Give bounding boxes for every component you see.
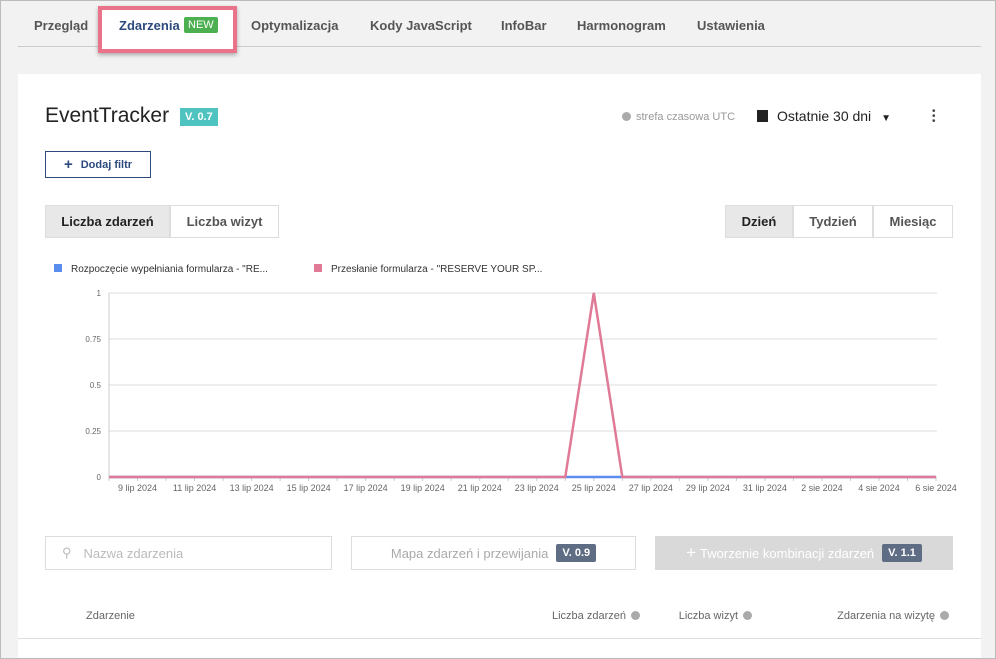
x-tick-label: 15 lip 2024 xyxy=(287,483,331,493)
period-option[interactable]: Tydzień xyxy=(793,205,873,238)
date-range[interactable]: Ostatnie 30 dni ▼ xyxy=(757,108,891,124)
x-tick-label: 19 lip 2024 xyxy=(401,483,445,493)
x-tick-label: 27 lip 2024 xyxy=(629,483,673,493)
x-tick-label: 9 lip 2024 xyxy=(118,483,157,493)
tab-divider xyxy=(18,46,981,47)
calendar-icon xyxy=(757,110,768,122)
x-tick-label: 31 lip 2024 xyxy=(743,483,787,493)
x-tick-label: 23 lip 2024 xyxy=(515,483,559,493)
date-range-text: Ostatnie 30 dni xyxy=(777,108,872,124)
info-icon xyxy=(622,112,631,121)
y-tick-label: 0.25 xyxy=(85,427,101,436)
column-label: Liczba wizyt xyxy=(678,610,738,622)
tab[interactable]: Kody JavaScript xyxy=(370,18,472,33)
metric-option[interactable]: Liczba zdarzeń xyxy=(45,205,170,238)
x-tick-label: 29 lip 2024 xyxy=(686,483,730,493)
search-placeholder: Nazwa zdarzenia xyxy=(83,545,184,561)
map-label: Mapa zdarzeń i przewijania xyxy=(390,545,549,561)
add-filter-label: Dodaj filtr xyxy=(80,158,133,171)
map-version: V. 0.9 xyxy=(556,544,597,562)
combo-label: Tworzenie kombinacji zdarzeń xyxy=(700,545,875,561)
timezone-text: strefa czasowa UTC xyxy=(636,111,736,123)
caret: ▼ xyxy=(881,113,891,124)
map-button[interactable]: Mapa zdarzeń i przewijania V. 0.9 xyxy=(351,536,636,570)
info-icon xyxy=(631,611,640,620)
x-tick-label: 2 sie 2024 xyxy=(801,483,843,493)
column-label: Zdarzenia na wizytę xyxy=(837,610,935,622)
x-tick-label: 13 lip 2024 xyxy=(230,483,274,493)
search-input[interactable]: ⚲ Nazwa zdarzenia xyxy=(45,536,332,570)
legend-label: Rozpoczęcie wypełniania formularza - "RE… xyxy=(71,264,268,275)
x-tick-label: 25 lip 2024 xyxy=(572,483,616,493)
metric-option[interactable]: Liczba wizyt xyxy=(170,205,279,238)
tab[interactable]: Optymalizacja xyxy=(251,18,339,33)
y-tick-label: 0.75 xyxy=(85,335,101,344)
table-divider xyxy=(18,638,981,639)
timezone: strefa czasowa UTC xyxy=(622,111,735,123)
legend-label: Przesłanie formularza - "RESERVE YOUR SP… xyxy=(331,264,542,275)
x-tick-label: 4 sie 2024 xyxy=(858,483,900,493)
plus-icon: + xyxy=(63,156,73,173)
page-title: EventTracker xyxy=(45,104,170,127)
column-header: Liczba zdarzeń xyxy=(552,610,640,622)
search-icon: ⚲ xyxy=(62,545,72,560)
tab[interactable]: InfoBar xyxy=(501,18,547,33)
info-icon xyxy=(940,611,949,620)
add-filter-button[interactable]: + Dodaj filtr xyxy=(45,151,151,178)
legend-swatch xyxy=(54,264,62,272)
x-tick-label: 11 lip 2024 xyxy=(173,483,216,493)
x-tick-label: 17 lip 2024 xyxy=(344,483,388,493)
version-badge: V. 0.7 xyxy=(180,108,218,126)
new-badge: NEW xyxy=(184,17,218,33)
tab[interactable]: Przegląd xyxy=(34,18,89,33)
tab[interactable]: Zdarzenia xyxy=(119,18,180,33)
column-label: Liczba zdarzeń xyxy=(552,610,626,622)
info-icon xyxy=(743,611,752,620)
column-header: Zdarzenie xyxy=(86,610,135,622)
column-header: Liczba wizyt xyxy=(679,610,752,622)
tab-highlight xyxy=(98,6,237,53)
series-line xyxy=(109,292,936,479)
tab[interactable]: Ustawienia xyxy=(697,18,765,33)
period-option[interactable]: Dzień xyxy=(725,205,793,238)
y-tick-label: 0.5 xyxy=(90,381,102,390)
plus-icon: + xyxy=(686,543,697,562)
combo-version: V. 1.1 xyxy=(882,544,922,562)
x-tick-label: 6 sie 2024 xyxy=(915,483,957,493)
y-tick-label: 0 xyxy=(97,473,102,482)
combo-button[interactable]: + Tworzenie kombinacji zdarzeń V. 1.1 xyxy=(655,536,953,570)
x-tick-label: 21 lip 2024 xyxy=(458,483,502,493)
column-header: Zdarzenia na wizytę xyxy=(837,610,949,622)
tab[interactable]: Harmonogram xyxy=(577,18,666,33)
y-tick-label: 1 xyxy=(97,289,102,298)
more-menu[interactable]: • • • xyxy=(932,106,936,127)
period-option[interactable]: Miesiąc xyxy=(873,205,953,238)
legend-swatch xyxy=(314,264,322,272)
